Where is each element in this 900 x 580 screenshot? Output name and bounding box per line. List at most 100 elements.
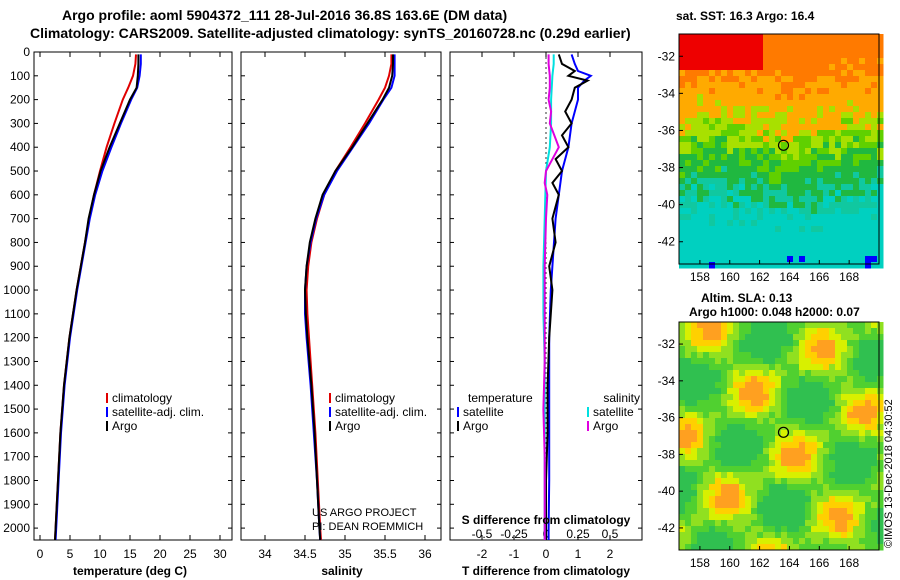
map-cell: [715, 532, 722, 539]
map-cell: [799, 226, 806, 233]
map-cell: [793, 502, 800, 509]
map-cell: [775, 322, 782, 329]
map-cell: [715, 382, 722, 389]
map-cell: [781, 406, 788, 413]
map-cell: [763, 76, 770, 83]
map-cell: [697, 406, 704, 413]
map-cell: [787, 154, 794, 161]
map-cell: [805, 166, 812, 173]
map-cell: [811, 94, 818, 101]
map-cell: [727, 40, 734, 47]
map-cell: [871, 148, 878, 155]
map-cell: [697, 532, 704, 539]
map-cell: [697, 520, 704, 527]
map-cell: [871, 520, 878, 527]
map-cell: [805, 244, 812, 251]
map-cell: [805, 358, 812, 365]
map-cell: [721, 454, 728, 461]
map-cell: [781, 196, 788, 203]
map-cell: [823, 496, 830, 503]
map-cell: [769, 418, 776, 425]
map-cell: [757, 142, 764, 149]
map-cell: [727, 136, 734, 143]
map-cell: [757, 526, 764, 533]
map-cell: [703, 352, 710, 359]
map-cell: [835, 220, 842, 227]
map-cell: [733, 484, 740, 491]
map-cell: [727, 418, 734, 425]
map-cell: [793, 34, 800, 41]
map-cell: [733, 442, 740, 449]
map-cell: [691, 418, 698, 425]
map-cell: [739, 460, 746, 467]
map-cell: [769, 400, 776, 407]
map-cell: [805, 262, 812, 269]
map-cell: [793, 70, 800, 77]
map-cell: [697, 364, 704, 371]
map-cell: [787, 214, 794, 221]
map-cell: [829, 388, 836, 395]
map-cell: [865, 424, 872, 431]
map-cell: [829, 400, 836, 407]
map-cell: [721, 262, 728, 269]
map-cell: [805, 256, 812, 263]
map-cell: [685, 340, 692, 347]
map-cell: [823, 382, 830, 389]
map-cell: [691, 148, 698, 155]
map-cell: [841, 220, 848, 227]
map-cell: [811, 388, 818, 395]
map-cell: [733, 208, 740, 215]
map-cell: [793, 436, 800, 443]
map-cell: [691, 334, 698, 341]
map-cell: [703, 184, 710, 191]
map-cell: [745, 448, 752, 455]
map-cell: [763, 220, 770, 227]
map-cell: [775, 100, 782, 107]
map-cell: [775, 484, 782, 491]
map-cell: [847, 454, 854, 461]
map-cell: [793, 58, 800, 65]
map-cell: [781, 100, 788, 107]
map-cell: [697, 478, 704, 485]
map-cell: [799, 82, 806, 89]
map-cell: [787, 382, 794, 389]
map-cell: [727, 244, 734, 251]
map-cell: [727, 226, 734, 233]
map-cell: [775, 148, 782, 155]
map-cell: [757, 190, 764, 197]
map-cell: [805, 178, 812, 185]
map-cell: [781, 418, 788, 425]
map-cell: [865, 112, 872, 119]
map-cell: [739, 532, 746, 539]
map-cell: [871, 466, 878, 473]
map-cell: [691, 478, 698, 485]
map-cell: [781, 238, 788, 245]
map-cell: [769, 94, 776, 101]
map-cell: [751, 436, 758, 443]
map-cell: [679, 172, 686, 179]
series-line-argo: [54, 54, 140, 541]
map-cell: [835, 448, 842, 455]
map-cell: [817, 52, 824, 59]
map-cell: [769, 52, 776, 59]
map-cell: [865, 250, 872, 257]
map-cell: [709, 460, 716, 467]
map-cell: [679, 76, 686, 83]
y-tick-label: 1700: [3, 450, 30, 464]
map-cell: [811, 370, 818, 377]
map-cell: [757, 400, 764, 407]
map-cell: [829, 538, 836, 545]
map-cell: [769, 166, 776, 173]
map-cell: [685, 112, 692, 119]
map-cell: [781, 490, 788, 497]
map-cell: [793, 130, 800, 137]
map-cell: [841, 322, 848, 329]
map-cell: [757, 532, 764, 539]
map-cell: [817, 160, 824, 167]
map-cell: [835, 544, 842, 551]
map-cell: [781, 412, 788, 419]
map-cell: [739, 322, 746, 329]
map-cell: [697, 328, 704, 335]
map-cell: [703, 490, 710, 497]
map-cell: [811, 538, 818, 545]
